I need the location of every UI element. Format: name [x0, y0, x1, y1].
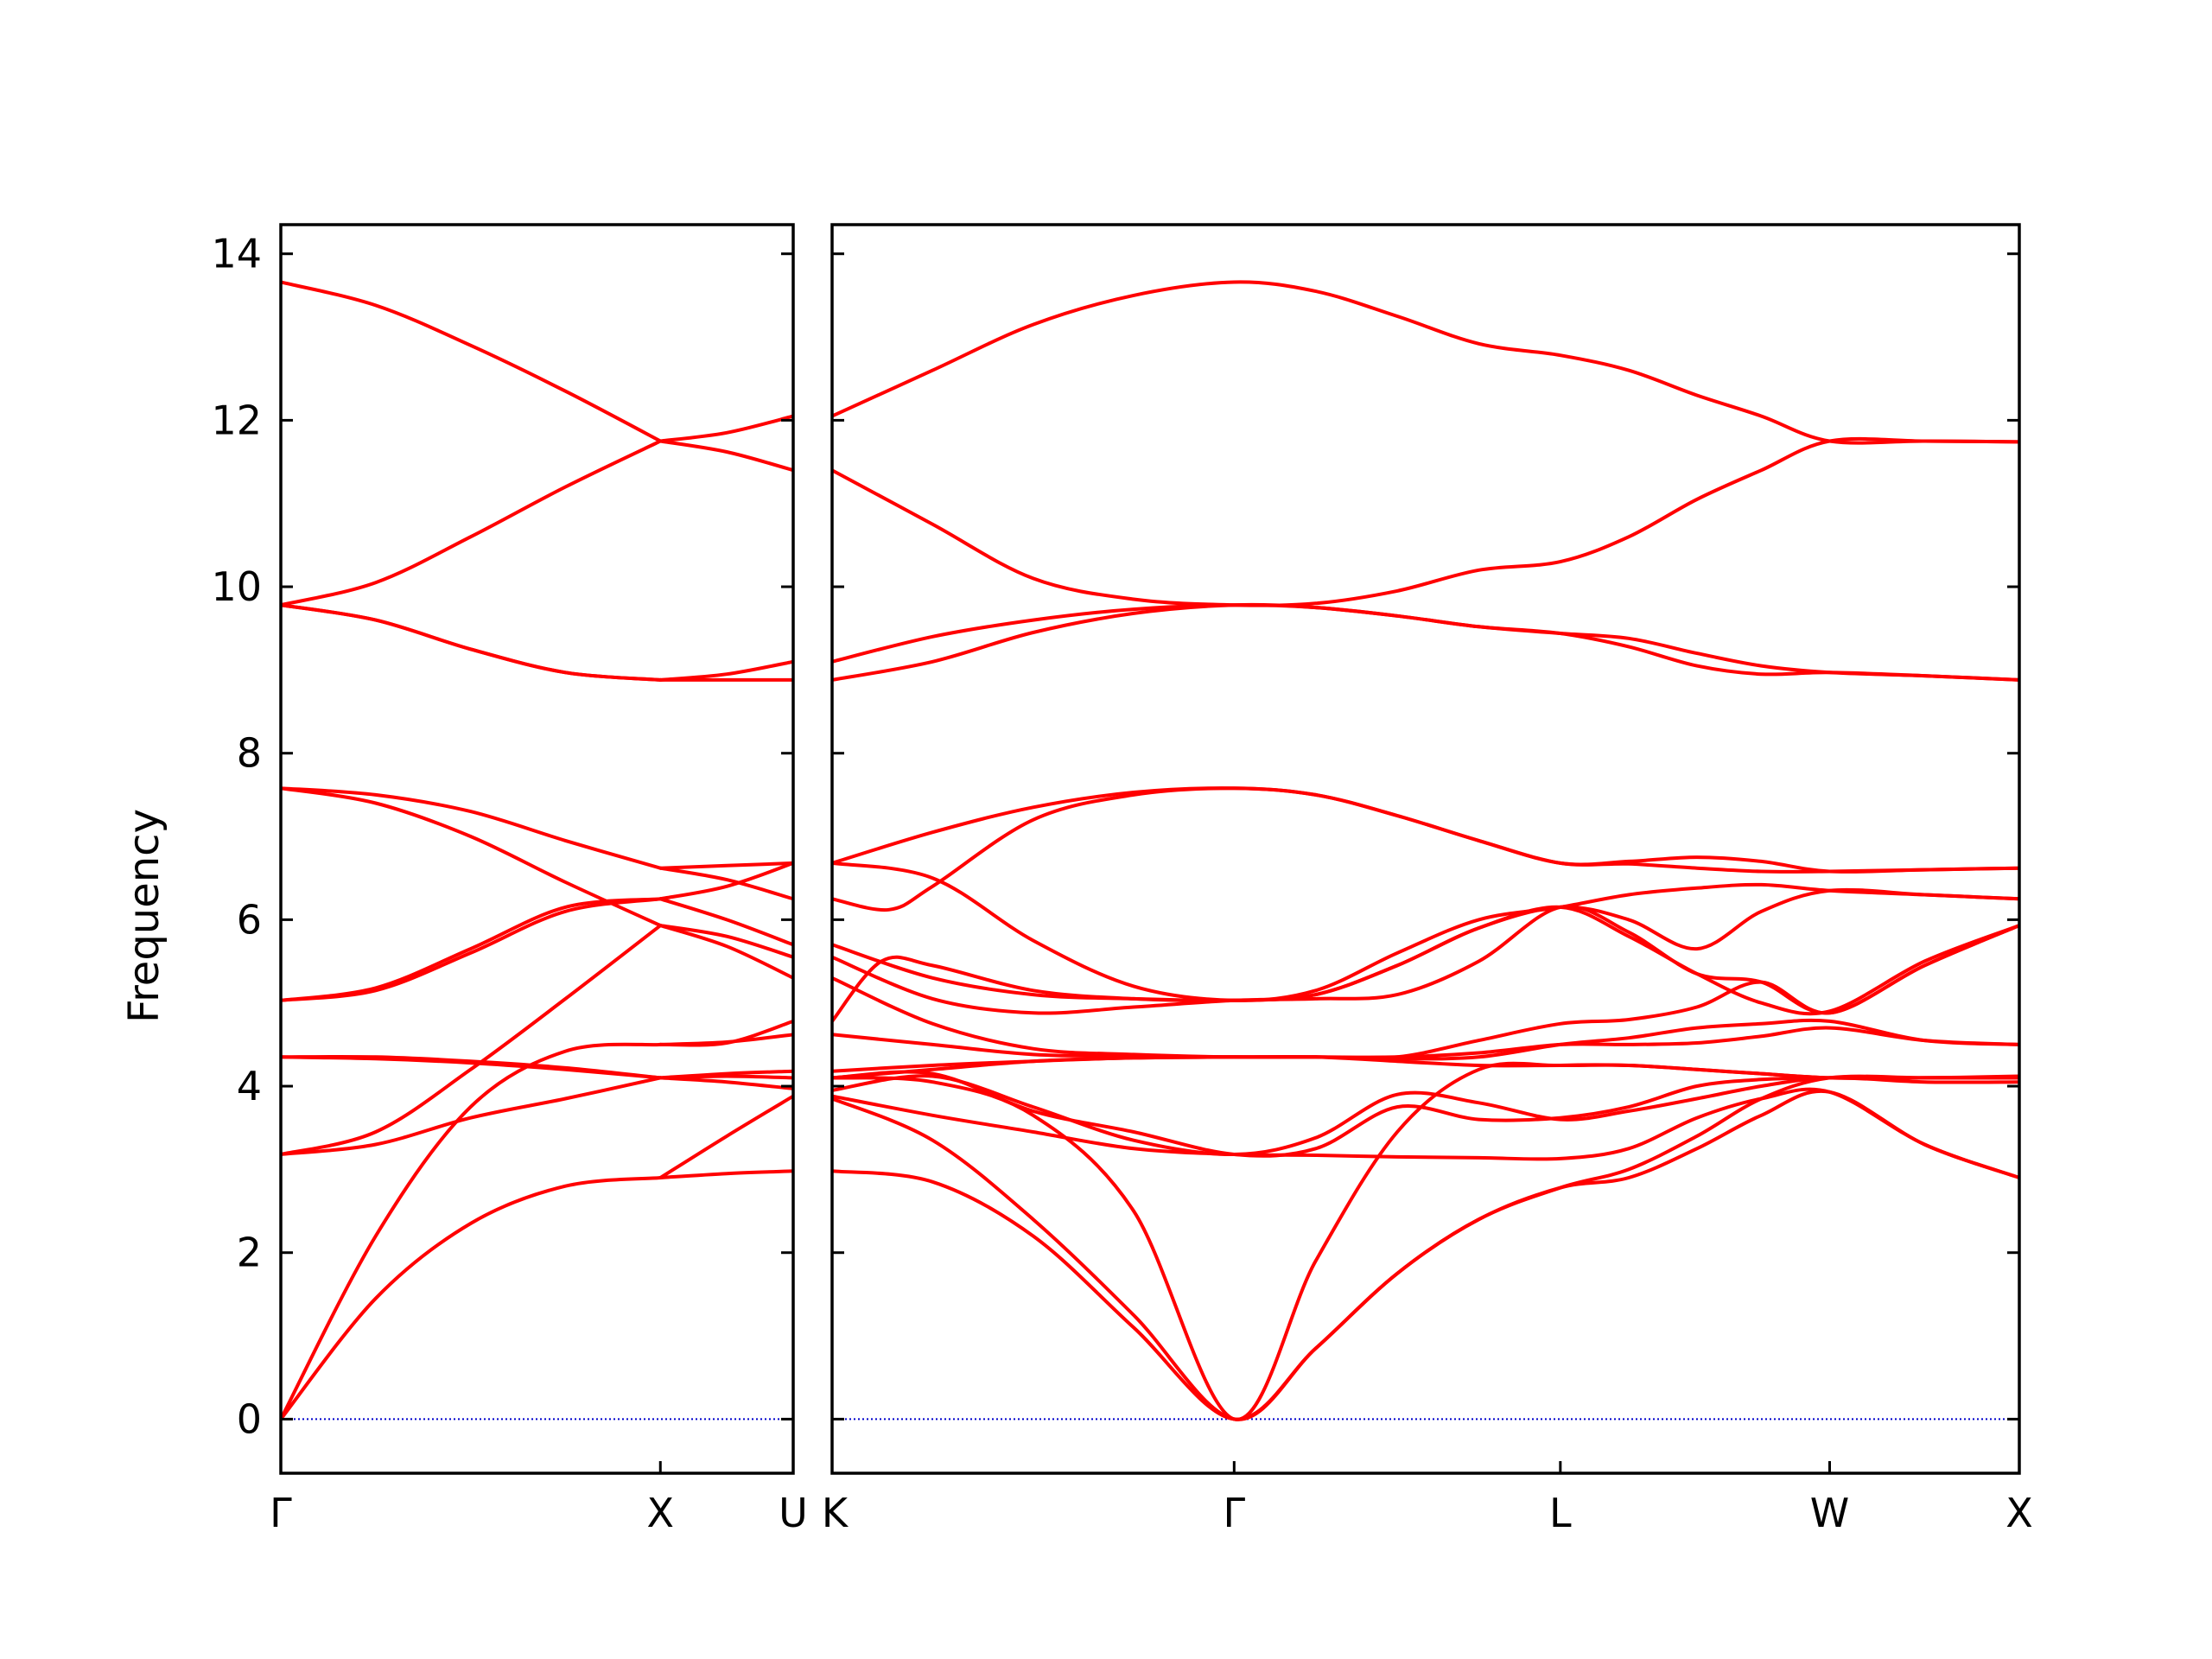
panel-1: 0 2 4 6 8 10 12 14 Γ X U: [211, 223, 808, 1536]
y-tick-label: 12: [211, 397, 262, 443]
phonon-band-line: [658, 1019, 793, 1047]
phonon-band-line: [832, 786, 2019, 912]
phonon-band-line: [281, 603, 663, 682]
phonon-band-line: [832, 924, 2019, 1060]
phonon-band-line: [658, 414, 793, 443]
phonon-band-line: [832, 861, 2019, 1002]
phonon-band-line: [832, 603, 2019, 682]
phonon-band-line: [281, 897, 663, 1002]
phonon-band-line: [832, 436, 2019, 607]
phonon-band-line: [658, 439, 793, 473]
phonon-band-line: [832, 1061, 2019, 1421]
phonon-band-line: [281, 280, 663, 443]
phonon-band-line: [281, 1076, 663, 1156]
phonon-band-line: [832, 1026, 2019, 1059]
phonon-band-line: [832, 602, 2019, 682]
phonon-band-line: [832, 280, 2019, 445]
phonon-band-line: [658, 1094, 793, 1179]
phonon-band-line: [281, 603, 663, 682]
phonon-band-line: [658, 924, 793, 959]
phonon-band-line: [658, 1074, 793, 1080]
x-tick-label: L: [1549, 1490, 1572, 1536]
x-tick-label: Γ: [1223, 1490, 1245, 1536]
phonon-band-line: [832, 905, 2019, 1015]
plot-layer: 0 2 4 6 8 10 12 14 Γ X U K Γ L W X: [211, 223, 2033, 1536]
phonon-band-line: [658, 659, 793, 682]
phonon-band-line: [832, 1089, 2019, 1421]
band-group: [281, 280, 793, 1421]
x-tick-label: X: [647, 1490, 675, 1536]
phonon-band-line: [832, 1074, 2019, 1157]
panel-frame: [279, 223, 795, 1475]
y-tick-label: 8: [237, 730, 262, 777]
y-tick-label: 10: [211, 563, 262, 610]
band-group: [832, 280, 2019, 1421]
phonon-band-line: [832, 786, 2019, 874]
phonon-band-line: [281, 1042, 663, 1421]
x-tick-label: Γ: [270, 1490, 292, 1536]
phonon-band-line: [281, 924, 663, 1156]
y-tick-label: 4: [237, 1063, 262, 1109]
x-tick-label: X: [2005, 1490, 2033, 1536]
x-tick-label: K: [822, 1490, 849, 1536]
phonon-band-line: [658, 866, 793, 901]
phonon-band-line: [658, 897, 793, 947]
phonon-band-line: [832, 1070, 2019, 1158]
phonon-band-line: [281, 786, 663, 928]
phonon-band-line: [832, 905, 2019, 1023]
y-tick-label: 2: [237, 1230, 262, 1276]
phonon-band-line: [658, 1076, 793, 1090]
phonon-band-line: [281, 897, 663, 1002]
y-tick-label: 14: [211, 231, 262, 277]
phonon-band-line: [658, 861, 793, 901]
phonon-band-line: [281, 439, 663, 607]
phonon-band-line: [658, 861, 793, 870]
y-axis-label: Frequency: [120, 809, 168, 1023]
phonon-band-line: [281, 1055, 663, 1080]
phonon-band-line: [658, 924, 793, 980]
y-tick-label: 6: [237, 896, 262, 943]
panel-frame: [830, 223, 2021, 1475]
phonon-band-line: [281, 1054, 663, 1080]
y-tick-label: 0: [237, 1395, 262, 1442]
phonon-band-line: [658, 1169, 793, 1179]
phonon-band-line: [281, 1176, 663, 1421]
phonon-band-line: [281, 786, 663, 870]
x-tick-label: W: [1810, 1490, 1849, 1536]
x-tick-label: U: [779, 1490, 808, 1536]
